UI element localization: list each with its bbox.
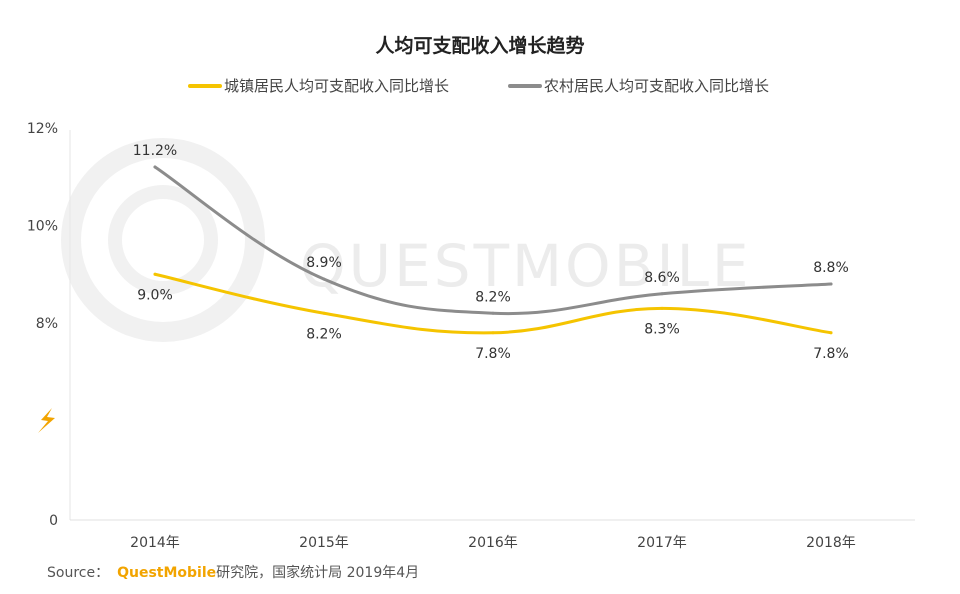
y-tick-label: 0: [49, 513, 58, 529]
data-label: 7.8%: [475, 346, 511, 362]
data-point: [153, 272, 157, 276]
data-label: 8.2%: [475, 289, 511, 305]
watermark: QUESTMOBILE: [61, 138, 752, 342]
data-label: 7.8%: [813, 346, 849, 362]
source-prefix: Source：: [47, 565, 110, 581]
y-axis-ticks: 12% 10% 8% 0: [27, 121, 58, 529]
x-axis-ticks: 2014年 2015年 2016年 2017年 2018年: [130, 535, 856, 551]
legend-label-urban: 城镇居民人均可支配收入同比增长: [224, 77, 449, 95]
series-lines: [153, 165, 833, 335]
legend-label-rural: 农村居民人均可支配收入同比增长: [544, 77, 769, 95]
legend-item-rural: 农村居民人均可支配收入同比增长: [508, 77, 769, 95]
data-label: 9.0%: [137, 287, 173, 303]
source-text: 研究院，国家统计局 2019年4月: [216, 565, 420, 581]
x-tick-label: 2017年: [637, 535, 687, 551]
x-tick-label: 2016年: [468, 535, 518, 551]
watermark-text: QUESTMOBILE: [300, 232, 752, 300]
data-point: [153, 165, 157, 169]
x-tick-label: 2018年: [806, 535, 856, 551]
data-point: [322, 311, 326, 315]
chart-title: 人均可支配收入增长趋势: [375, 34, 584, 57]
data-label: 11.2%: [133, 143, 177, 159]
x-tick-label: 2014年: [130, 535, 180, 551]
data-point: [829, 331, 833, 335]
legend: 城镇居民人均可支配收入同比增长 农村居民人均可支配收入同比增长: [188, 77, 769, 95]
source-brand-logo: QuestMobile: [117, 565, 217, 581]
data-labels: 9.0% 8.2% 7.8% 8.3% 7.8% 11.2% 8.9% 8.2% 8.6% 8.8…: [133, 143, 849, 362]
y-tick-label: 10%: [27, 219, 58, 235]
data-point: [491, 331, 495, 335]
legend-item-urban: 城镇居民人均可支配收入同比增长: [188, 77, 449, 95]
y-tick-label: 12%: [27, 121, 58, 137]
y-tick-label: 8%: [36, 316, 58, 332]
data-label: 8.8%: [813, 260, 849, 276]
data-point: [660, 292, 664, 296]
data-point: [829, 282, 833, 286]
data-label: 8.6%: [644, 270, 680, 286]
data-point: [322, 277, 326, 281]
data-label: 8.9%: [306, 255, 342, 271]
data-label: 8.2%: [306, 326, 342, 342]
data-point: [660, 306, 664, 310]
x-tick-label: 2015年: [299, 535, 349, 551]
watermark-logo-icon: [61, 138, 265, 342]
data-point: [491, 311, 495, 315]
data-label: 8.3%: [644, 321, 680, 337]
lightning-break-icon: [38, 408, 55, 433]
source-note: Source： QuestMobile研究院，国家统计局 2019年4月: [47, 562, 419, 582]
